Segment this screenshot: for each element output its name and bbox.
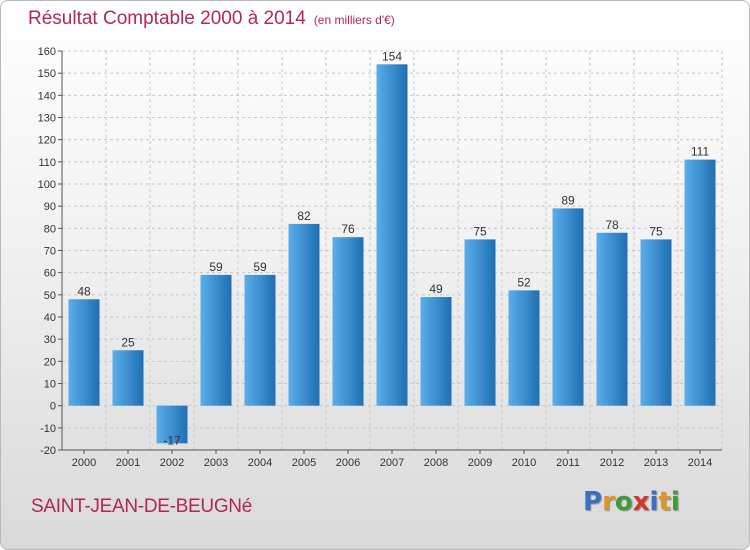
y-tick-label: 0 xyxy=(50,401,56,413)
y-tick-label: 150 xyxy=(38,68,56,80)
y-tick-label: 110 xyxy=(38,157,56,169)
x-tick-label: 2009 xyxy=(468,457,492,469)
y-tick-label: 30 xyxy=(44,334,56,346)
bar xyxy=(464,239,496,406)
y-tick-label: 90 xyxy=(44,201,56,213)
value-label: 82 xyxy=(297,209,311,223)
x-tick-label: 2000 xyxy=(72,457,96,469)
x-tick-label: 2005 xyxy=(292,457,316,469)
logo-letter: r xyxy=(602,487,615,517)
chart-unit: (en milliers d'€) xyxy=(313,13,395,27)
y-tick-label: 50 xyxy=(44,290,56,302)
value-label: 75 xyxy=(649,224,663,238)
x-tick-label: 2010 xyxy=(512,457,536,469)
bar xyxy=(200,274,232,406)
x-tick-label: 2013 xyxy=(644,457,668,469)
value-label: 59 xyxy=(253,260,267,274)
x-tick-label: 2012 xyxy=(600,457,624,469)
y-tick-label: 20 xyxy=(44,356,56,368)
x-tick-label: 2006 xyxy=(336,457,360,469)
bar xyxy=(68,299,100,406)
value-label: 89 xyxy=(561,193,575,207)
x-tick-label: 2014 xyxy=(688,457,712,469)
value-label: 59 xyxy=(209,260,223,274)
value-label: 49 xyxy=(429,282,443,296)
value-label: 78 xyxy=(605,218,619,232)
bar xyxy=(156,405,188,444)
labels: 48 2000 25 2001 -17 2002 59 2003 59 2004 82 2005 76 2… xyxy=(72,49,712,469)
x-tick-label: 2011 xyxy=(556,457,580,469)
y-tick-label: 100 xyxy=(38,179,56,191)
y-tick-label: -10 xyxy=(40,423,56,435)
y-tick-label: 10 xyxy=(44,379,56,391)
bar xyxy=(376,64,408,406)
bar xyxy=(596,232,628,406)
proxiti-logo: Proxiti xyxy=(583,487,680,517)
x-tick-label: 2007 xyxy=(380,457,404,469)
bar xyxy=(420,297,452,406)
bar xyxy=(244,274,276,406)
y-tick-label: 70 xyxy=(44,246,56,258)
bar xyxy=(332,237,364,406)
logo-letter: P xyxy=(583,487,603,517)
commune-name: SAINT-JEAN-DE-BEUGNé xyxy=(31,496,252,517)
x-tick-label: 2002 xyxy=(160,457,184,469)
value-label: 75 xyxy=(473,224,487,238)
logo-letter: t xyxy=(658,487,671,517)
y-tick-label: 140 xyxy=(38,90,56,102)
bar xyxy=(552,208,584,406)
logo-letter: i xyxy=(649,487,659,517)
value-label: 154 xyxy=(382,49,402,63)
value-label: 76 xyxy=(341,222,355,236)
logo-letter: o xyxy=(614,487,633,517)
bar xyxy=(640,239,672,406)
chart-title: Résultat Comptable 2000 à 2014 (en millie… xyxy=(28,8,395,30)
value-label: 52 xyxy=(517,275,531,289)
y-tick-label: 120 xyxy=(38,135,56,147)
y-tick-label: 80 xyxy=(44,223,56,235)
x-tick-label: 2001 xyxy=(116,457,140,469)
value-label: 111 xyxy=(691,145,710,159)
x-tick-label: 2004 xyxy=(248,457,272,469)
logo-letter: x xyxy=(632,487,650,517)
x-tick-label: 2003 xyxy=(204,457,228,469)
bar xyxy=(508,290,540,406)
y-tick-label: 130 xyxy=(38,113,56,125)
bar xyxy=(288,223,320,406)
logo-letter: i xyxy=(670,487,680,517)
bars xyxy=(68,64,716,444)
value-label: 48 xyxy=(77,284,91,298)
axes: -20 -10 0 10 20 30 40 50 60 70 80 90 100 110 120 130 140… xyxy=(38,46,722,457)
title-text: Résultat Comptable 2000 à 2014 xyxy=(28,8,306,29)
y-tick-label: 60 xyxy=(44,268,56,280)
x-tick-label: 2008 xyxy=(424,457,448,469)
value-label: 25 xyxy=(121,335,135,349)
y-tick-label: -20 xyxy=(40,445,56,457)
y-tick-label: 40 xyxy=(44,312,56,324)
bar xyxy=(684,159,716,406)
bar xyxy=(112,350,144,406)
value-label: -17 xyxy=(163,433,181,447)
y-tick-label: 160 xyxy=(38,46,56,58)
